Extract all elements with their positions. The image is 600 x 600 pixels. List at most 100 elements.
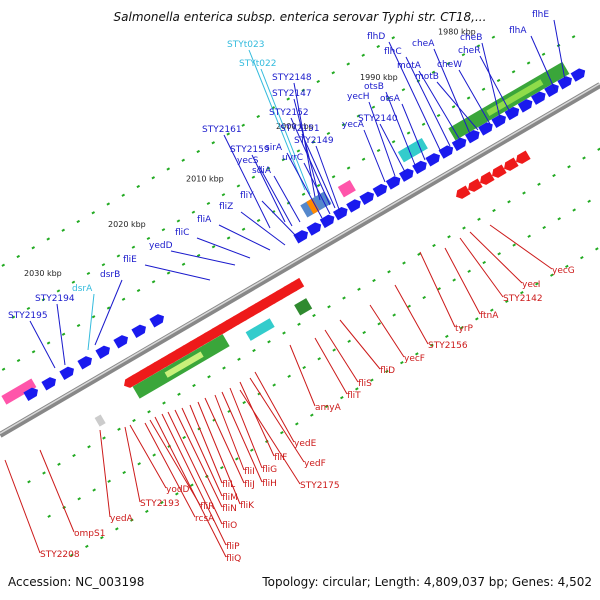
gene-label: fliH: [262, 479, 277, 489]
label-leader-line: [339, 319, 381, 370]
label-leader-line: [553, 19, 566, 81]
gene-label: dsrB: [100, 270, 120, 280]
forward-gene-arrow: [333, 206, 348, 221]
reverse-gene-arrow: [480, 171, 495, 185]
tick-mark: [550, 273, 554, 277]
reverse-gene-arrow: [468, 178, 483, 192]
tick-mark: [130, 518, 134, 522]
label-leader-line: [181, 407, 223, 497]
tick-mark: [437, 287, 441, 291]
tick-mark: [346, 62, 351, 66]
forward-gene-arrow: [95, 345, 110, 359]
gene-label: fliS: [358, 379, 372, 389]
label-leader-line: [167, 411, 223, 525]
tick-mark: [430, 343, 434, 347]
forward-gene-arrow: [531, 91, 546, 105]
forward-gene-arrow: [359, 191, 374, 205]
tick-mark: [46, 237, 51, 241]
gene-label: cheW: [437, 60, 462, 70]
tick-mark: [535, 282, 539, 286]
tick-mark: [181, 262, 186, 266]
label-leader-line: [273, 175, 301, 223]
tick-mark: [1, 367, 6, 371]
gene-label: fliE: [123, 255, 137, 265]
tick-mark: [446, 61, 451, 66]
forward-gene-arrow: [570, 68, 586, 82]
tick-mark: [57, 462, 61, 466]
gc-content-band: [94, 414, 106, 427]
tick-mark: [401, 88, 406, 92]
forward-gene-arrow: [557, 76, 572, 90]
gene-label: flhC: [384, 47, 402, 57]
tick-mark: [346, 166, 351, 170]
gene-label: yodD: [166, 485, 190, 495]
forward-gene-arrow: [465, 129, 480, 144]
forward-gene-arrow: [412, 160, 427, 175]
label-leader-line: [436, 81, 479, 131]
tick-mark: [281, 158, 286, 162]
scale-label: 2030 kbp: [24, 269, 62, 278]
label-leader-line: [196, 237, 251, 259]
gene-label: yecF: [404, 354, 425, 364]
gc-content-band: [245, 318, 275, 341]
forward-gene-arrow: [293, 230, 308, 244]
tick-mark: [400, 361, 404, 365]
forward-gene-arrow: [41, 377, 56, 391]
gc-content-band: [397, 137, 428, 163]
label-leader-line: [286, 152, 323, 219]
forward-gene-arrow: [491, 114, 506, 128]
tick-mark: [490, 308, 494, 312]
label-leader-line: [405, 56, 451, 147]
tick-mark: [166, 271, 171, 275]
tick-mark: [177, 392, 181, 396]
label-leader-line: [303, 162, 331, 215]
forward-gene-arrow: [425, 153, 440, 167]
tick-mark: [91, 211, 96, 215]
tick-mark: [557, 217, 561, 221]
gene-label: flhA: [509, 26, 527, 36]
tick-mark: [117, 427, 121, 431]
tick-mark: [106, 202, 111, 206]
forward-gene-arrow: [359, 191, 374, 205]
label-leader-line: [418, 70, 461, 141]
gene-label: fliR: [200, 502, 214, 512]
label-leader-line: [433, 48, 471, 135]
tick-mark: [107, 479, 111, 483]
tick-mark: [115, 527, 119, 531]
tick-mark: [116, 254, 121, 258]
tick-mark: [331, 71, 336, 75]
gene-label: fliZ: [219, 202, 233, 212]
gene-label: fliC: [175, 228, 189, 238]
gene-label: sdiA: [252, 166, 272, 176]
gene-label: fliM: [222, 493, 238, 503]
tick-mark: [552, 173, 556, 178]
label-leader-line: [240, 211, 286, 246]
gene-label: fliL: [222, 480, 235, 490]
tick-mark: [87, 445, 91, 449]
tick-mark: [387, 270, 391, 274]
gene-label: cheR: [458, 46, 480, 56]
gene-label: fliN: [222, 504, 237, 514]
tick-mark: [251, 175, 256, 179]
tick-mark: [522, 191, 526, 195]
tick-mark: [451, 105, 456, 109]
tick-mark: [507, 200, 511, 204]
forward-gene-arrow: [77, 356, 92, 370]
label-leader-line: [124, 426, 141, 503]
gene-label: yecA: [342, 120, 365, 130]
tick-mark: [431, 70, 436, 74]
label-leader-line: [293, 98, 321, 201]
tick-mark: [61, 332, 66, 336]
gene-label: fliI: [244, 467, 255, 477]
gene-label: cheA: [412, 39, 435, 49]
forward-gene-arrow: [306, 222, 322, 236]
reverse-gene-arrow: [516, 150, 531, 164]
tick-mark: [415, 352, 419, 356]
tick-mark: [511, 70, 516, 74]
tick-mark: [567, 165, 571, 169]
topology-stats: Topology: circular; Length: 4,809,037 bp…: [262, 575, 592, 589]
tick-mark: [445, 334, 449, 339]
backbone-highlight: [0, 82, 600, 435]
label-leader-line: [249, 377, 305, 463]
tick-mark: [361, 157, 366, 161]
